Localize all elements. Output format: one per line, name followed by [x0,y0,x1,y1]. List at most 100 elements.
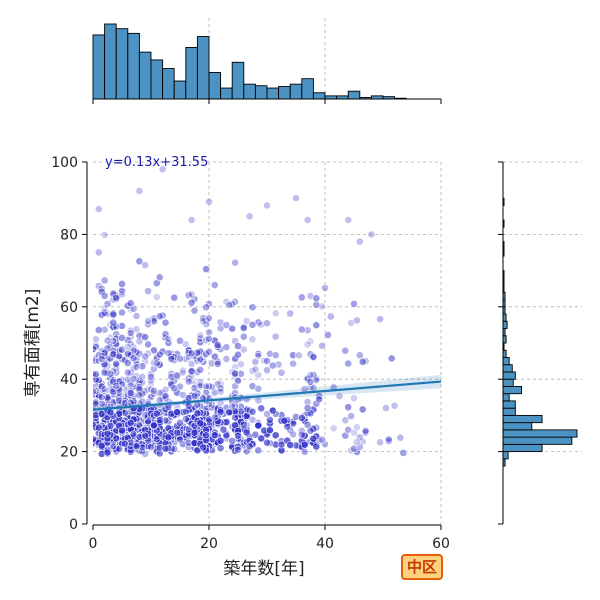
scatter-point [234,442,242,451]
scatter-point [202,265,210,274]
scatter-point [112,293,121,302]
y-marginal-histogram [498,161,582,525]
scatter-point [149,389,158,398]
scatter-point [118,321,126,330]
scatter-point [158,311,167,320]
scatter-point [294,351,303,360]
scatter-point [176,435,184,444]
scatter-point [306,377,315,386]
scatter-point [196,355,205,363]
scatter-point [109,336,118,345]
scatter-point [213,360,222,368]
scatter-point [103,368,112,377]
scatter-point [321,283,329,292]
x-histogram-bar [115,28,129,100]
scatter-point [155,273,164,282]
scatter-point [152,409,161,418]
scatter-point [93,345,97,354]
scatter-point [93,387,100,395]
scatter-point [271,309,280,318]
x-histogram-bar [196,36,210,100]
scatter-point [251,365,260,374]
y-histogram-bar [502,451,509,460]
scatter-point [155,312,164,321]
x-tick-label: 0 [89,536,98,552]
scatter-point [277,368,286,377]
scatter-point [193,409,202,418]
scatter-point [100,368,109,377]
scatter-point [141,431,150,440]
scatter-point [196,419,205,428]
scatter-point [167,379,176,388]
scatter-point [205,197,213,206]
scatter-point [263,319,271,328]
scatter-point [164,433,173,442]
scatter-point [306,370,315,379]
scatter-point [123,342,132,351]
scatter-points [93,165,408,458]
scatter-point [350,299,358,308]
x-histogram-bar [231,61,245,100]
scatter-point [190,392,199,400]
scatter-point [286,441,295,449]
scatter-point [176,382,184,391]
scatter-point [144,340,152,349]
scatter-point [318,341,326,350]
scatter-point [109,398,118,406]
scatter-point [205,347,213,356]
scatter-point [202,303,210,312]
scatter-point [138,378,147,387]
scatter-point [222,355,231,363]
scatter-point [202,382,210,391]
scatter-point [184,349,193,357]
scatter-point [306,292,315,300]
x-histogram-bar [347,90,361,100]
scatter-point [222,343,231,352]
scatter-point [381,404,390,412]
scatter-point [263,201,271,210]
scatter-point [121,439,129,448]
scatter-point [190,428,199,437]
scatter-point [248,382,257,391]
scatter-point [263,366,271,375]
scatter-point [112,364,121,372]
scatter-point [170,293,179,302]
scatter-point [292,194,300,203]
scatter-point [100,231,109,239]
scatter-point [260,356,268,365]
scatter-point [312,321,321,330]
scatter-point [323,331,332,339]
scatter-point [173,428,181,437]
scatter-point [239,345,248,354]
scatter-point [135,257,144,266]
scatter-point [93,370,100,379]
x-histogram-bar [185,46,198,100]
scatter-point [164,334,173,343]
scatter-point [181,340,190,349]
scatter-point [190,306,199,315]
scatter-point [187,298,196,307]
scatter-point [228,402,237,411]
scatter-point [254,446,263,455]
scatter-point [335,392,344,401]
scatter-point [178,366,187,375]
scatter-point [158,165,167,174]
scatter-point [167,355,176,363]
x-tick-label: 20 [200,536,218,552]
scatter-point [152,359,161,368]
scatter-point [216,318,225,327]
scatter-point [205,328,213,337]
scatter-point [97,355,106,363]
scatter-point [297,414,306,422]
scatter-point [97,410,106,418]
scatter-point [176,354,184,363]
scatter-point [376,315,384,324]
y-tick-label: 80 [60,227,78,243]
scatter-point [251,430,260,439]
scatter-point [384,435,393,444]
scatter-point [399,449,408,457]
scatter-point [303,398,312,406]
scatter-point [222,297,231,306]
scatter-point [274,360,283,369]
scatter-point [300,447,309,456]
